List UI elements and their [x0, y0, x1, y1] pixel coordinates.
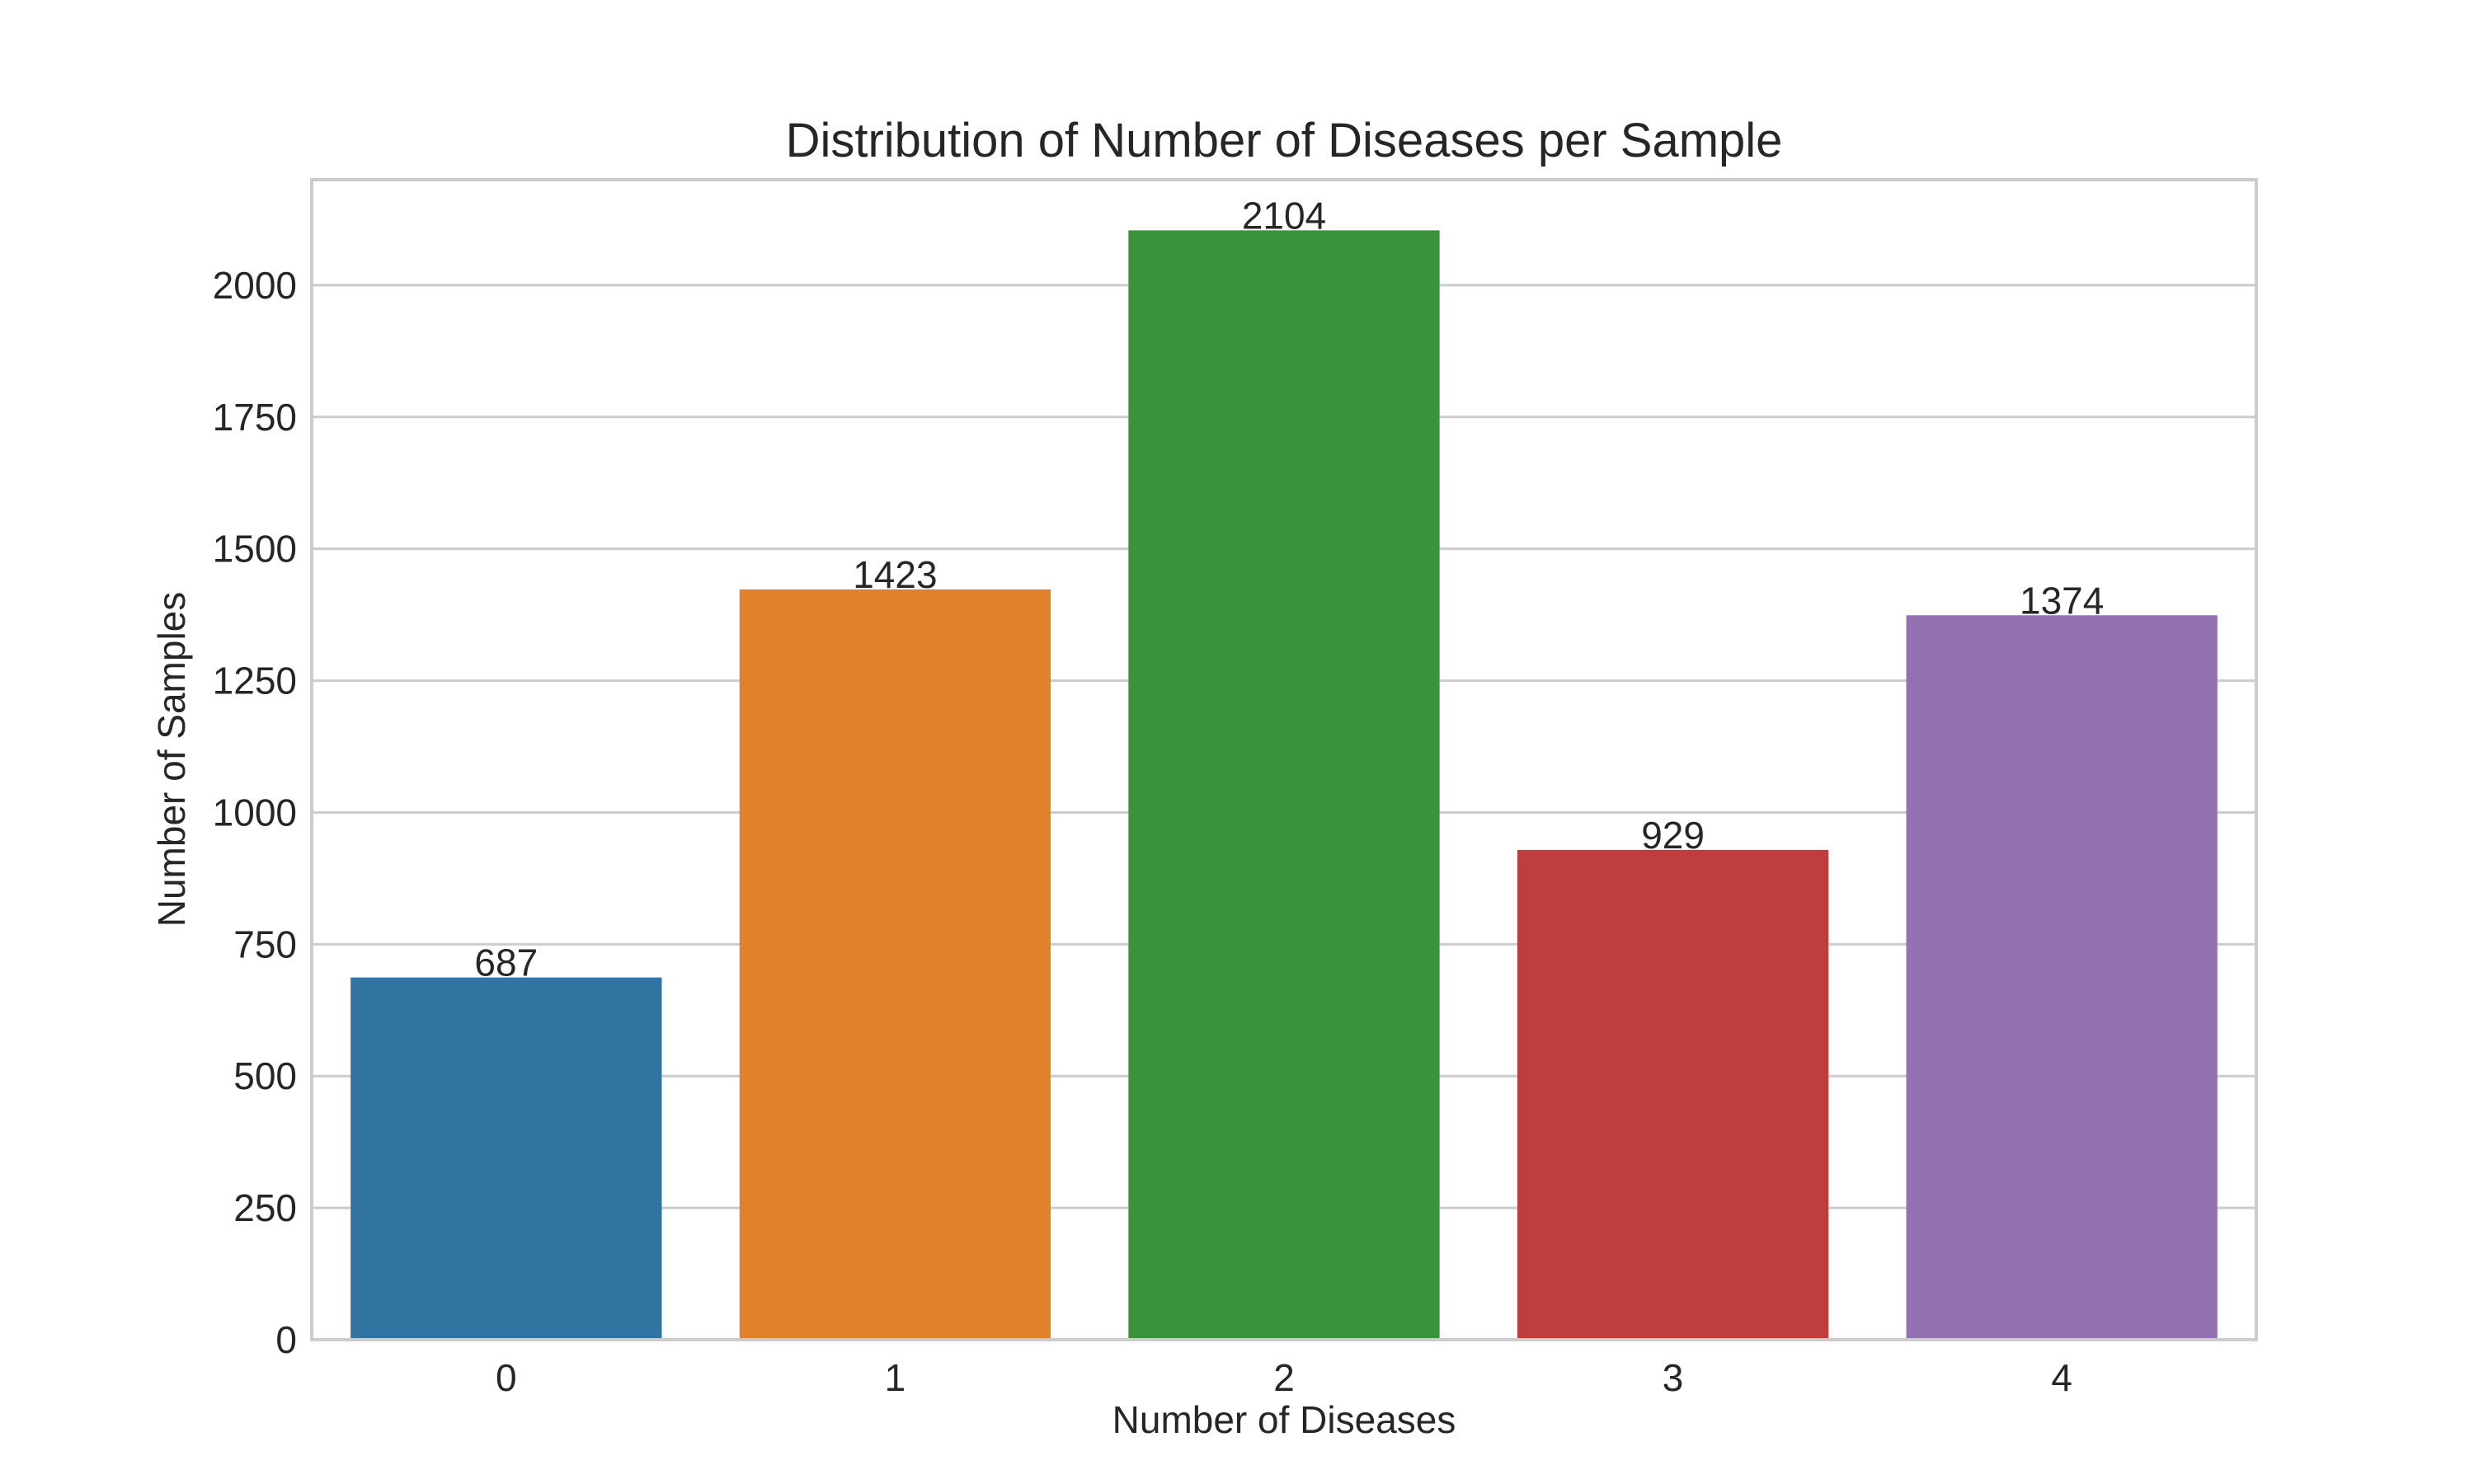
y-tick-label: 250 [233, 1186, 297, 1229]
x-axis-ticks: 0 1 2 3 4 [496, 1356, 2072, 1399]
bar-value-label: 1423 [853, 553, 937, 596]
y-tick-label: 1250 [213, 660, 297, 702]
x-tick-label: 2 [1273, 1356, 1295, 1399]
bars [350, 230, 2218, 1340]
y-axis-label: Number of Samples [150, 592, 193, 928]
bar-1 [739, 589, 1051, 1340]
bar-0 [350, 977, 662, 1340]
y-axis-ticks: 0 250 500 750 1000 1250 1500 1750 2000 [213, 264, 297, 1361]
bar-3 [1517, 849, 1829, 1340]
bar-value-labels: 687 1423 2104 929 1374 [474, 194, 2104, 984]
y-tick-label: 1000 [213, 791, 297, 834]
x-axis-label: Number of Diseases [1112, 1398, 1456, 1441]
bar-4 [1906, 615, 2218, 1340]
y-tick-label: 0 [275, 1318, 297, 1361]
x-tick-label: 3 [1663, 1356, 1684, 1399]
chart-title: Distribution of Number of Diseases per S… [786, 114, 1783, 167]
y-tick-label: 1500 [213, 528, 297, 571]
bar-value-label: 1374 [2020, 579, 2104, 622]
bar-value-label: 687 [474, 942, 538, 984]
plot-frame [310, 178, 2258, 1341]
x-tick-label: 0 [496, 1356, 517, 1399]
bar-value-label: 2104 [1242, 194, 1326, 237]
x-tick-label: 1 [885, 1356, 906, 1399]
bar-2 [1128, 230, 1440, 1340]
x-tick-label: 4 [2051, 1356, 2072, 1399]
y-tick-label: 750 [233, 923, 297, 965]
bar-value-label: 929 [1641, 814, 1705, 857]
y-tick-label: 1750 [213, 396, 297, 439]
y-tick-label: 2000 [213, 264, 297, 307]
y-tick-label: 500 [233, 1054, 297, 1097]
